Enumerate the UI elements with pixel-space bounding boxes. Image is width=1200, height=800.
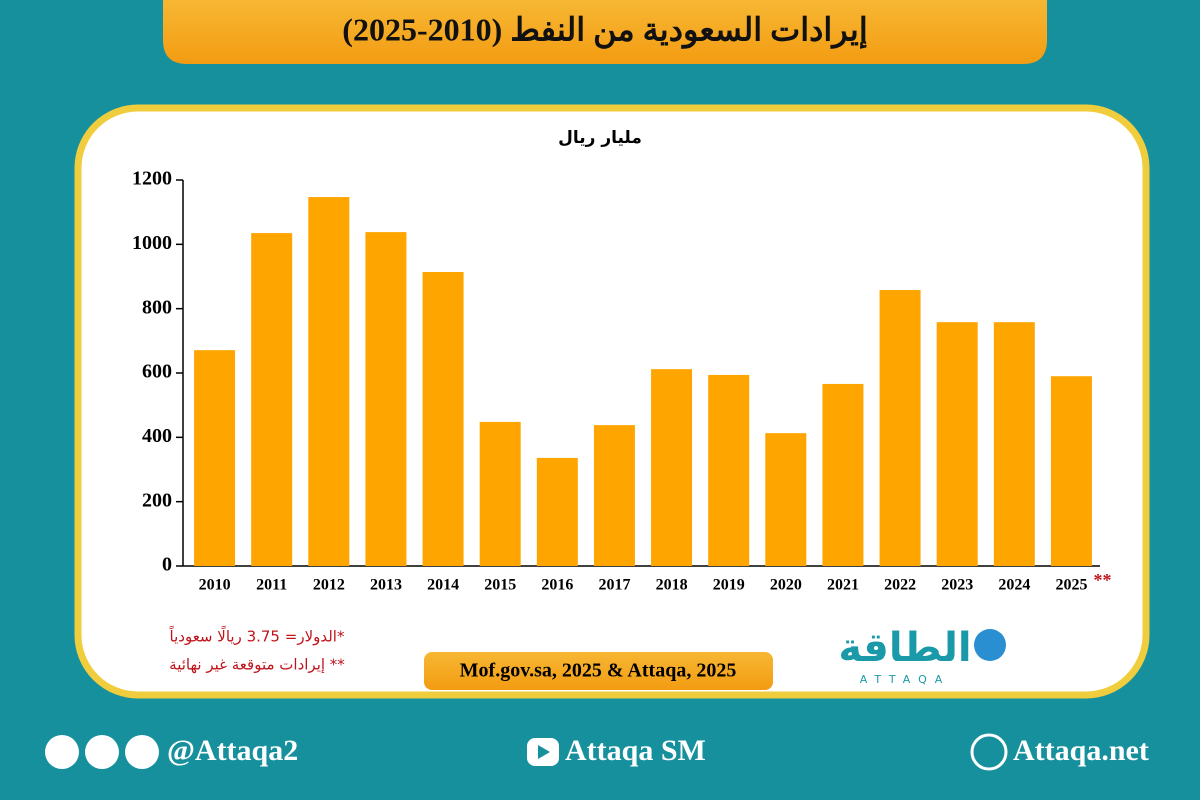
- x-tick-label: 2018: [656, 577, 688, 594]
- y-tick-label: 200: [142, 489, 172, 511]
- chart-title: إيرادات السعودية من النفط (2010-2025): [342, 11, 867, 49]
- bar: [536, 457, 578, 566]
- bar: [879, 290, 921, 566]
- bar: [936, 322, 978, 566]
- social-icons: [45, 733, 1008, 771]
- bar: [1050, 376, 1092, 566]
- y-tick-label: 800: [142, 296, 172, 318]
- bar: [593, 425, 635, 566]
- bar: [251, 233, 293, 566]
- bar: [651, 369, 693, 566]
- source-box: [424, 652, 773, 690]
- instagram-icon: [85, 735, 119, 769]
- x-tick-label: 2024: [998, 577, 1030, 594]
- x-tick-label: 2020: [770, 577, 802, 594]
- x-tick-label: 2010: [199, 577, 231, 594]
- bar: [479, 421, 521, 566]
- bar: [993, 322, 1035, 566]
- source: Mof.gov.sa, 2025 & Attaqa, 2025: [460, 660, 737, 682]
- note: *الدولار= 3.75 ريالًا سعودياً: [169, 625, 345, 645]
- footer-youtube: Attaqa SM: [565, 734, 706, 767]
- x-icon: [45, 735, 79, 769]
- y-tick-label: 400: [142, 425, 172, 447]
- x-tick-label: 2012: [313, 577, 345, 594]
- bar: [708, 374, 750, 566]
- title-banner: [163, 0, 1047, 64]
- bar: [194, 350, 236, 566]
- youtube-play: [538, 745, 550, 759]
- x-tick-label: 2017: [598, 577, 630, 594]
- bar: [822, 383, 864, 566]
- y-tick-label: 600: [142, 361, 172, 383]
- logo: الطاقة: [838, 625, 971, 671]
- x-tick-label: 2016: [541, 577, 573, 594]
- bar: [422, 271, 464, 566]
- card: [74, 104, 1150, 699]
- facebook-icon: [125, 735, 159, 769]
- y-tick-label: 0: [162, 554, 172, 576]
- footer-website: Attaqa.net: [1013, 734, 1149, 767]
- y-tick-label: 1200: [132, 168, 172, 190]
- globe-icon: [970, 733, 1008, 771]
- plot: 0 200 400 600 800 1000 1200 2010 2011 2012 2013 201…: [132, 168, 1111, 594]
- x-tick-label: 2025: [1055, 577, 1087, 594]
- bar: [308, 197, 350, 566]
- x-tick-label: 2014: [427, 577, 459, 594]
- x-tick-label: 2022: [884, 577, 916, 594]
- bar: [365, 232, 407, 567]
- logo-latin: ATTAQA: [860, 673, 951, 686]
- bar: [765, 433, 807, 566]
- x-label-marker: **: [1093, 570, 1111, 590]
- x-tick-label: 2019: [713, 577, 745, 594]
- x-tick-label: 2021: [827, 577, 859, 594]
- x-tick-label: 2015: [484, 577, 516, 594]
- unit-label: مليار ريال: [558, 128, 642, 148]
- x-tick-label: 2013: [370, 577, 402, 594]
- note: ** إيرادات متوقعة غير نهائية: [169, 656, 345, 674]
- footer-social: @Attaqa2: [167, 734, 298, 767]
- x-tick-label: 2011: [256, 577, 287, 594]
- y-tick-label: 1000: [132, 232, 172, 254]
- x-tick-label: 2023: [941, 577, 973, 594]
- logo-icon: [974, 629, 1006, 661]
